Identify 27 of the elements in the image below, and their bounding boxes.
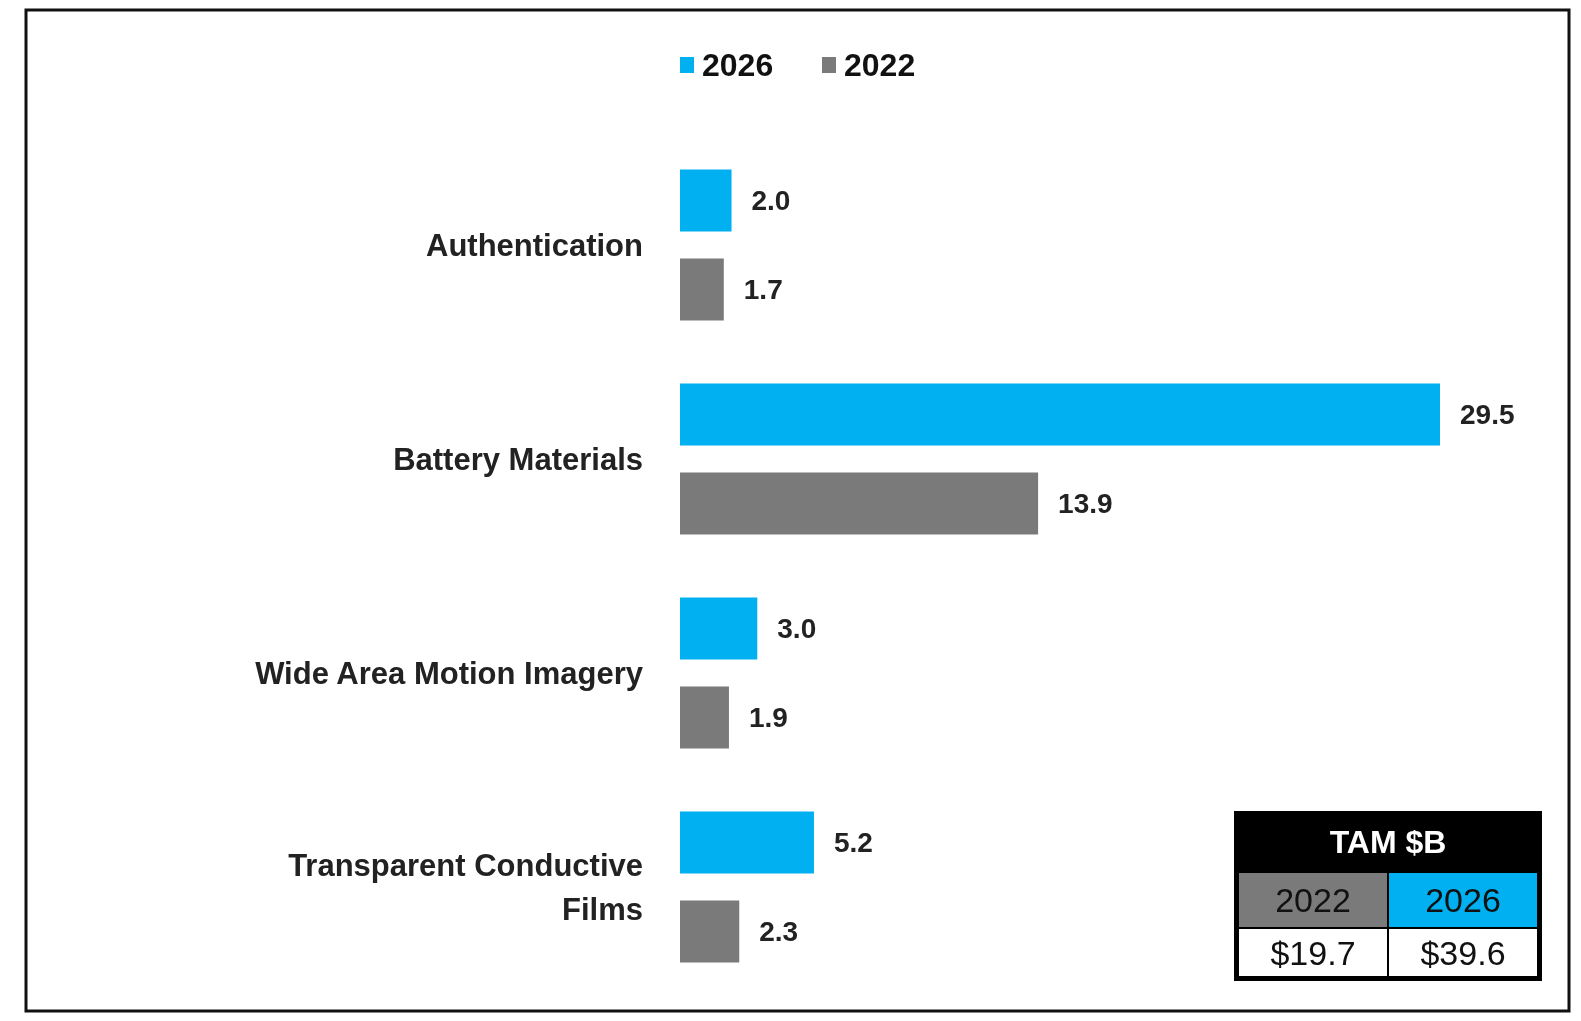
annotation: TAM $B (1329, 824, 1447, 861)
bar (680, 597, 758, 660)
legend-label: 2022 (844, 47, 916, 84)
annotation: $19.7 (1270, 933, 1356, 972)
data-label: 5.2 (833, 827, 873, 859)
annotation: $39.6 (1420, 933, 1506, 972)
bar (680, 258, 724, 321)
y-tick-label: Authentication (426, 227, 643, 263)
y-tick-label: Battery Materials (393, 441, 643, 477)
data-label: 29.5 (1460, 399, 1515, 431)
bar (680, 169, 732, 232)
bar (680, 686, 729, 749)
annotation: 2026 (1425, 880, 1501, 919)
data-label: 2.3 (759, 916, 799, 948)
data-label: 2.0 (751, 185, 791, 217)
data-label: 1.9 (748, 702, 788, 734)
data-label: 3.0 (777, 613, 817, 645)
bar (680, 900, 740, 963)
bar (680, 383, 1440, 446)
y-tick-label: Transparent Conductive Films (288, 847, 643, 927)
legend-label: 2026 (702, 47, 774, 84)
bar (680, 811, 814, 874)
data-label: 1.7 (743, 274, 783, 306)
y-tick-label: Wide Area Motion Imagery (255, 655, 644, 691)
bar (680, 472, 1039, 535)
annotation: 2022 (1275, 880, 1351, 919)
data-label: 13.9 (1058, 488, 1113, 520)
